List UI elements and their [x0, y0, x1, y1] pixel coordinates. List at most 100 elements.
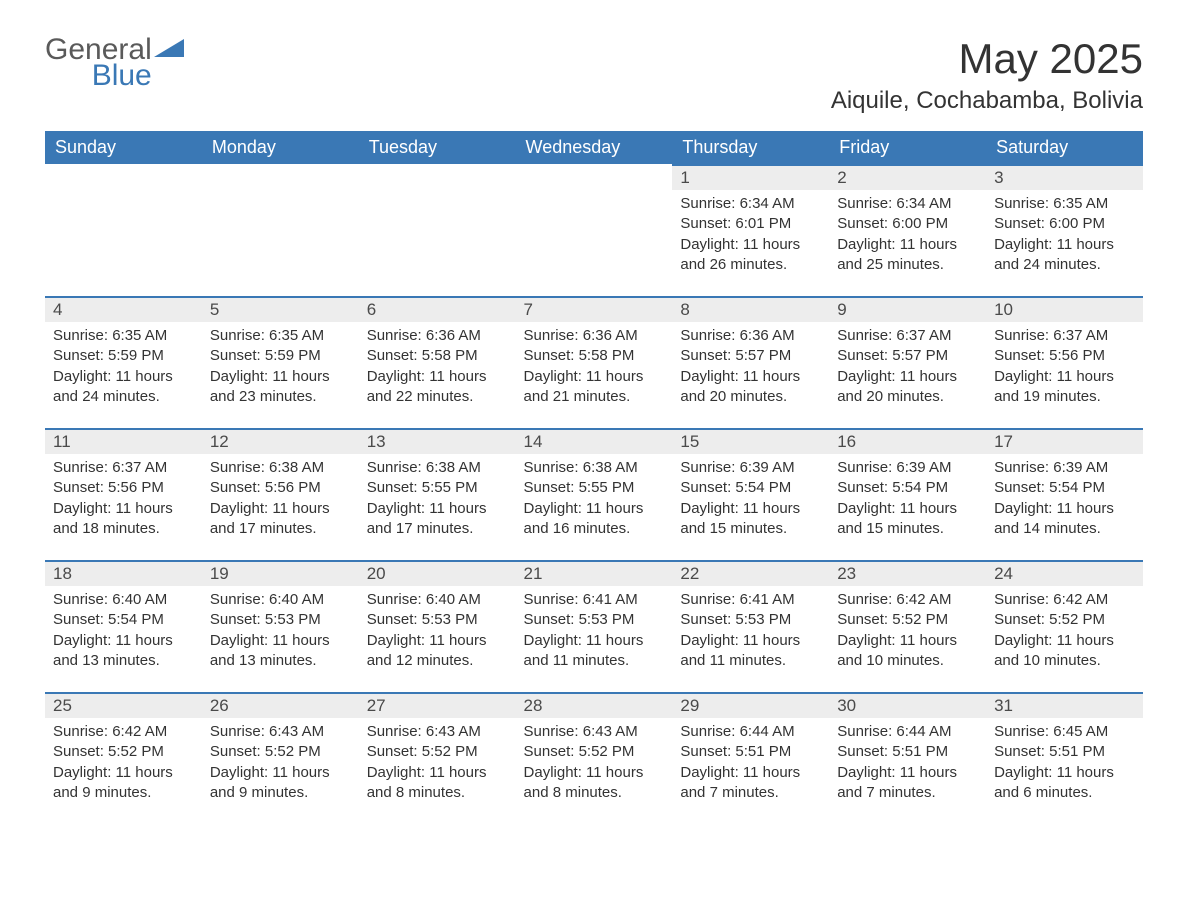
calendar-day-cell — [359, 164, 516, 296]
day-number-bar: 19 — [202, 560, 359, 586]
sunrise-text: Sunrise: 6:37 AM — [53, 458, 194, 478]
day-number: 4 — [53, 300, 62, 319]
calendar-day-cell — [516, 164, 673, 296]
day-number: 28 — [524, 696, 543, 715]
day-number-bar: 8 — [672, 296, 829, 322]
page-subtitle: Aiquile, Cochabamba, Bolivia — [831, 87, 1143, 115]
calendar-day-cell: 26 Sunrise: 6:43 AMSunset: 5:52 PMDayligh… — [202, 692, 359, 824]
daylight-text: Daylight: 11 hours and 9 minutes. — [210, 763, 351, 804]
day-content: Sunrise: 6:35 AMSunset: 5:59 PMDaylight:… — [202, 322, 359, 415]
calendar-table: Sunday Monday Tuesday Wednesday Thursday… — [45, 131, 1143, 824]
calendar-day-cell: 19Sunrise: 6:40 AMSunset: 5:53 PMDayligh… — [202, 560, 359, 692]
sunrise-text: Sunrise: 6:40 AM — [367, 590, 508, 610]
day-number-bar: 25 — [45, 692, 202, 718]
sunrise-text: Sunrise: 6:34 AM — [837, 194, 978, 214]
sunrise-text: Sunrise: 6:35 AM — [994, 194, 1135, 214]
calendar-week-row: 11Sunrise: 6:37 AMSunset: 5:56 PMDayligh… — [45, 428, 1143, 560]
day-number: 31 — [994, 696, 1013, 715]
calendar-day-cell: 29 Sunrise: 6:44 AMSunset: 5:51 PMDayligh… — [672, 692, 829, 824]
sunrise-text: Sunrise: 6:44 AM — [837, 722, 978, 742]
day-content: Sunrise: 6:36 AMSunset: 5:57 PMDaylight:… — [672, 322, 829, 415]
day-number: 26 — [210, 696, 229, 715]
sunrise-text: Sunrise: 6:44 AM — [680, 722, 821, 742]
logo-triangle-icon — [154, 37, 188, 61]
day-content: Sunrise: 6:44 AMSunset: 5:51 PMDaylight:… — [672, 718, 829, 811]
calendar-day-cell: 18Sunrise: 6:40 AMSunset: 5:54 PMDayligh… — [45, 560, 202, 692]
sunset-text: Sunset: 5:52 PM — [367, 742, 508, 762]
sunset-text: Sunset: 5:56 PM — [210, 478, 351, 498]
day-number-bar: 15 — [672, 428, 829, 454]
day-number: 25 — [53, 696, 72, 715]
day-content: Sunrise: 6:43 AMSunset: 5:52 PMDaylight:… — [202, 718, 359, 811]
daylight-text: Daylight: 11 hours and 20 minutes. — [680, 367, 821, 408]
calendar-day-cell: 15Sunrise: 6:39 AMSunset: 5:54 PMDayligh… — [672, 428, 829, 560]
sunset-text: Sunset: 5:58 PM — [367, 346, 508, 366]
day-content: Sunrise: 6:39 AMSunset: 5:54 PMDaylight:… — [672, 454, 829, 547]
day-number-bar: 17 — [986, 428, 1143, 454]
day-number: 13 — [367, 432, 386, 451]
day-number-bar: 11 — [45, 428, 202, 454]
sunset-text: Sunset: 6:01 PM — [680, 214, 821, 234]
calendar-day-cell — [45, 164, 202, 296]
day-number: 1 — [680, 168, 689, 187]
page-title: May 2025 — [831, 35, 1143, 83]
sunrise-text: Sunrise: 6:36 AM — [367, 326, 508, 346]
sunset-text: Sunset: 5:59 PM — [210, 346, 351, 366]
day-content: Sunrise: 6:44 AMSunset: 5:51 PMDaylight:… — [829, 718, 986, 811]
day-number: 9 — [837, 300, 846, 319]
day-number-bar: 7 — [516, 296, 673, 322]
day-number: 30 — [837, 696, 856, 715]
calendar-day-cell: 4Sunrise: 6:35 AMSunset: 5:59 PMDaylight… — [45, 296, 202, 428]
daylight-text: Daylight: 11 hours and 11 minutes. — [680, 631, 821, 672]
day-number-bar: 14 — [516, 428, 673, 454]
sunrise-text: Sunrise: 6:34 AM — [680, 194, 821, 214]
day-number-bar: 27 — [359, 692, 516, 718]
sunset-text: Sunset: 5:58 PM — [524, 346, 665, 366]
sunrise-text: Sunrise: 6:39 AM — [994, 458, 1135, 478]
daylight-text: Daylight: 11 hours and 10 minutes. — [994, 631, 1135, 672]
calendar-day-cell: 5Sunrise: 6:35 AMSunset: 5:59 PMDaylight… — [202, 296, 359, 428]
calendar-day-cell: 20Sunrise: 6:40 AMSunset: 5:53 PMDayligh… — [359, 560, 516, 692]
day-content: Sunrise: 6:43 AMSunset: 5:52 PMDaylight:… — [516, 718, 673, 811]
logo: General Blue — [45, 35, 188, 91]
sunrise-text: Sunrise: 6:40 AM — [53, 590, 194, 610]
day-number: 24 — [994, 564, 1013, 583]
daylight-text: Daylight: 11 hours and 13 minutes. — [210, 631, 351, 672]
sunrise-text: Sunrise: 6:36 AM — [524, 326, 665, 346]
day-content: Sunrise: 6:37 AMSunset: 5:56 PMDaylight:… — [986, 322, 1143, 415]
sunrise-text: Sunrise: 6:38 AM — [367, 458, 508, 478]
day-number: 23 — [837, 564, 856, 583]
day-number-bar: 16 — [829, 428, 986, 454]
sunrise-text: Sunrise: 6:41 AM — [524, 590, 665, 610]
day-number-bar: 26 — [202, 692, 359, 718]
day-content: Sunrise: 6:43 AMSunset: 5:52 PMDaylight:… — [359, 718, 516, 811]
sunset-text: Sunset: 5:51 PM — [837, 742, 978, 762]
day-number-bar: 31 — [986, 692, 1143, 718]
sunset-text: Sunset: 5:54 PM — [680, 478, 821, 498]
day-content: Sunrise: 6:34 AMSunset: 6:01 PMDaylight:… — [672, 190, 829, 283]
calendar-day-cell: 10Sunrise: 6:37 AMSunset: 5:56 PMDayligh… — [986, 296, 1143, 428]
sunset-text: Sunset: 5:52 PM — [837, 610, 978, 630]
logo-text-block: General Blue — [45, 35, 152, 91]
day-content: Sunrise: 6:37 AMSunset: 5:56 PMDaylight:… — [45, 454, 202, 547]
day-number-bar: 10 — [986, 296, 1143, 322]
daylight-text: Daylight: 11 hours and 24 minutes. — [994, 235, 1135, 276]
daylight-text: Daylight: 11 hours and 7 minutes. — [680, 763, 821, 804]
day-number: 17 — [994, 432, 1013, 451]
day-number-bar: 20 — [359, 560, 516, 586]
day-number-bar: 18 — [45, 560, 202, 586]
weekday-header: Thursday — [672, 131, 829, 164]
daylight-text: Daylight: 11 hours and 19 minutes. — [994, 367, 1135, 408]
day-number: 21 — [524, 564, 543, 583]
weekday-header-row: Sunday Monday Tuesday Wednesday Thursday… — [45, 131, 1143, 164]
day-content: Sunrise: 6:38 AMSunset: 5:55 PMDaylight:… — [516, 454, 673, 547]
weekday-header: Sunday — [45, 131, 202, 164]
day-number: 22 — [680, 564, 699, 583]
sunrise-text: Sunrise: 6:42 AM — [837, 590, 978, 610]
sunset-text: Sunset: 5:52 PM — [994, 610, 1135, 630]
day-number-bar: 21 — [516, 560, 673, 586]
day-content: Sunrise: 6:35 AMSunset: 6:00 PMDaylight:… — [986, 190, 1143, 283]
calendar-day-cell: 31Sunrise: 6:45 AMSunset: 5:51 PMDayligh… — [986, 692, 1143, 824]
day-number: 7 — [524, 300, 533, 319]
day-number: 29 — [680, 696, 699, 715]
